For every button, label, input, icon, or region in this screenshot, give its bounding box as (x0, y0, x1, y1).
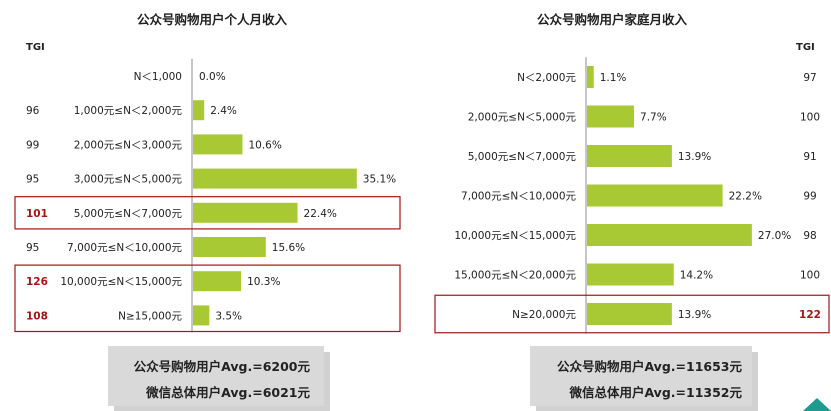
left-tgi-value: 99 (26, 139, 39, 151)
right-chart-marks: N＜2,000元 1.1% 97 2,000元≤N＜5,000元 7.7% 100 5,00… (434, 57, 830, 334)
left-highlight-box (14, 264, 401, 333)
right-category-label: 7,000元≤N＜10,000元 (461, 191, 576, 203)
right-category-label: N＜2,000元 (517, 72, 576, 84)
left-avg-shopping: 公众号购物用户Avg.=6200元 (134, 359, 311, 374)
left-category-label: N≥15,000元 (118, 310, 182, 322)
right-category-label: 5,000元≤N＜7,000元 (468, 151, 577, 163)
right-tgi-value: 98 (803, 230, 816, 242)
right-tgi-value: 100 (800, 112, 820, 124)
left-category-label: 5,000元≤N＜7,000元 (74, 208, 183, 220)
right-value-label: 13.9% (678, 309, 711, 321)
left-tgi-value: 95 (26, 242, 39, 254)
left-chart-title: 公众号购物用户个人月收入 (137, 12, 288, 27)
right-highlight-box (434, 294, 830, 334)
right-tgi-value: 97 (803, 72, 816, 84)
left-category-label: 3,000元≤N＜5,000元 (74, 174, 183, 186)
left-value-label: 15.6% (272, 242, 305, 254)
right-category-label: 10,000元≤N＜15,000元 (454, 230, 576, 242)
right-value-label: 22.2% (729, 191, 762, 203)
right-bar (587, 145, 672, 167)
left-highlight-box (14, 196, 401, 230)
right-tgi-value: 122 (799, 309, 821, 321)
right-value-label: 27.0% (758, 230, 791, 242)
right-bar (587, 184, 723, 207)
left-avg-box: 公众号购物用户Avg.=6200元 微信总体用户Avg.=6021元 (108, 346, 330, 411)
right-category-label: 15,000元≤N＜20,000元 (454, 270, 576, 282)
left-bar (193, 134, 243, 155)
left-category-label: 10,000元≤N＜15,000元 (60, 276, 182, 288)
left-bar (193, 202, 298, 223)
right-avg-box: 公众号购物用户Avg.=11653元 微信总体用户Avg.=11352元 (530, 346, 758, 411)
left-bar (193, 237, 266, 257)
left-value-label: 3.5% (215, 310, 242, 322)
left-bar (193, 168, 357, 189)
left-tgi-value: 108 (26, 310, 48, 322)
right-category-label: 2,000元≤N＜5,000元 (468, 112, 577, 124)
left-category-label: N＜1,000 (134, 71, 182, 83)
left-tgi-value: 95 (26, 174, 39, 186)
right-tgi-header: TGI (796, 42, 815, 53)
left-tgi-header: TGI (26, 42, 45, 53)
left-value-label: 2.4% (210, 105, 237, 117)
left-tgi-value: 96 (26, 105, 40, 117)
left-bar (193, 271, 242, 292)
right-tgi-value: 91 (803, 151, 816, 163)
left-category-label: 1,000元≤N＜2,000元 (74, 105, 183, 117)
right-chart-title: 公众号购物用户家庭月收入 (537, 12, 688, 27)
right-value-label: 7.7% (640, 112, 667, 124)
right-bar (587, 105, 635, 128)
left-value-label: 10.6% (248, 139, 281, 151)
corner-triangle-icon (803, 398, 831, 411)
left-bar (193, 305, 210, 326)
right-bar (587, 224, 752, 246)
right-tgi-value: 100 (800, 270, 820, 282)
left-avg-overall: 微信总体用户Avg.=6021元 (145, 385, 310, 400)
right-bar (587, 66, 594, 88)
left-tgi-value: 126 (26, 276, 48, 288)
left-category-label: 2,000元≤N＜3,000元 (74, 139, 183, 151)
right-bar (587, 303, 672, 325)
left-value-label: 35.1% (363, 174, 396, 186)
right-avg-overall: 微信总体用户Avg.=11352元 (568, 385, 742, 400)
right-value-label: 14.2% (680, 270, 713, 282)
left-value-label: 10.3% (247, 276, 280, 288)
left-tgi-value: 101 (26, 208, 48, 220)
left-category-label: 7,000元≤N＜10,000元 (67, 242, 182, 254)
right-bar (587, 263, 674, 286)
left-chart-marks: N＜1,000 0.0% 1,000元≤N＜2,000元 2.4% 96 2,000元≤N… (14, 58, 401, 333)
left-value-label: 0.0% (199, 71, 226, 83)
left-value-label: 22.4% (304, 208, 337, 220)
right-value-label: 13.9% (678, 151, 711, 163)
right-category-label: N≥20,000元 (512, 309, 576, 321)
left-bar (193, 100, 205, 121)
right-avg-shopping: 公众号购物用户Avg.=11653元 (557, 359, 743, 374)
right-tgi-value: 99 (803, 191, 816, 203)
right-value-label: 1.1% (600, 72, 627, 84)
